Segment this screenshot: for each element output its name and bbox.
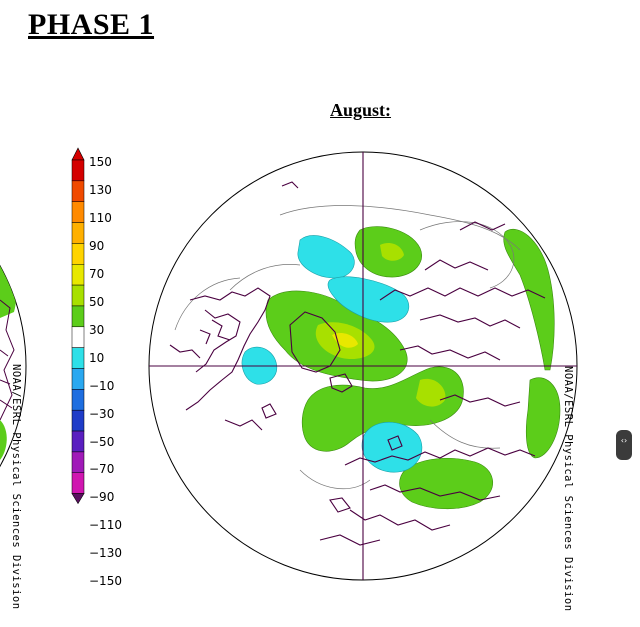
polar-anomaly-map bbox=[148, 151, 578, 581]
legend-tick-label: 90 bbox=[89, 238, 105, 253]
legend-swatch bbox=[71, 389, 85, 411]
map-month-title: August: bbox=[330, 100, 392, 120]
legend-swatch bbox=[71, 472, 85, 494]
legend-swatch bbox=[71, 430, 85, 453]
coastline-north-america bbox=[185, 287, 271, 411]
legend-arrow-top bbox=[71, 147, 85, 161]
legend-swatch bbox=[71, 159, 85, 182]
legend-tick-label: 70 bbox=[89, 266, 105, 281]
legend-tick-label: 30 bbox=[89, 322, 105, 337]
color-legend-bar bbox=[71, 147, 85, 505]
legend-arrow-bottom bbox=[71, 493, 85, 505]
legend-swatch bbox=[71, 180, 85, 202]
left-partial-map bbox=[0, 262, 27, 468]
legend-swatch bbox=[71, 201, 85, 223]
legend-swatch bbox=[71, 284, 85, 307]
credit-left: NOAA/ESRL Physical Sciences Division bbox=[10, 364, 22, 610]
legend-tick-label: −10 bbox=[89, 378, 115, 393]
legend-tick-label: −130 bbox=[89, 546, 122, 561]
page-title: PHASE 1 bbox=[28, 8, 155, 41]
legend-swatch bbox=[71, 243, 85, 265]
legend-swatch bbox=[71, 305, 85, 328]
legend-tick-label: −30 bbox=[89, 406, 115, 421]
legend-tick-label: 50 bbox=[89, 294, 105, 309]
anomaly-negative-region bbox=[297, 235, 355, 279]
legend-swatch bbox=[71, 368, 85, 390]
legend-tick-label: −150 bbox=[89, 574, 122, 589]
legend-swatch bbox=[71, 264, 85, 286]
legend-tick-label: −90 bbox=[89, 490, 115, 505]
legend-swatch bbox=[71, 326, 85, 348]
legend-swatch bbox=[71, 222, 85, 244]
legend-swatch bbox=[71, 451, 85, 473]
anomaly-positive-region bbox=[503, 229, 555, 371]
coastline-greenland bbox=[289, 311, 341, 373]
coastline-eurasia bbox=[344, 447, 536, 466]
legend-tick-label: 130 bbox=[89, 182, 112, 197]
legend-tick-label: 10 bbox=[89, 350, 105, 365]
legend-tick-label: −70 bbox=[89, 462, 115, 477]
legend-tick-label: −110 bbox=[89, 518, 122, 533]
legend-swatch bbox=[71, 409, 85, 432]
anomaly-negative-region bbox=[327, 276, 410, 323]
credit-right: NOAA/ESRL Physical Sciences Division bbox=[562, 366, 574, 612]
legend-swatch bbox=[71, 347, 85, 369]
legend-tick-label: −50 bbox=[89, 434, 115, 449]
legend-tick-label: 150 bbox=[89, 155, 112, 169]
anomaly-positive-region bbox=[525, 377, 561, 459]
legend-tick-label: 110 bbox=[89, 210, 112, 225]
scroll-handle[interactable]: ‹› bbox=[616, 430, 632, 460]
